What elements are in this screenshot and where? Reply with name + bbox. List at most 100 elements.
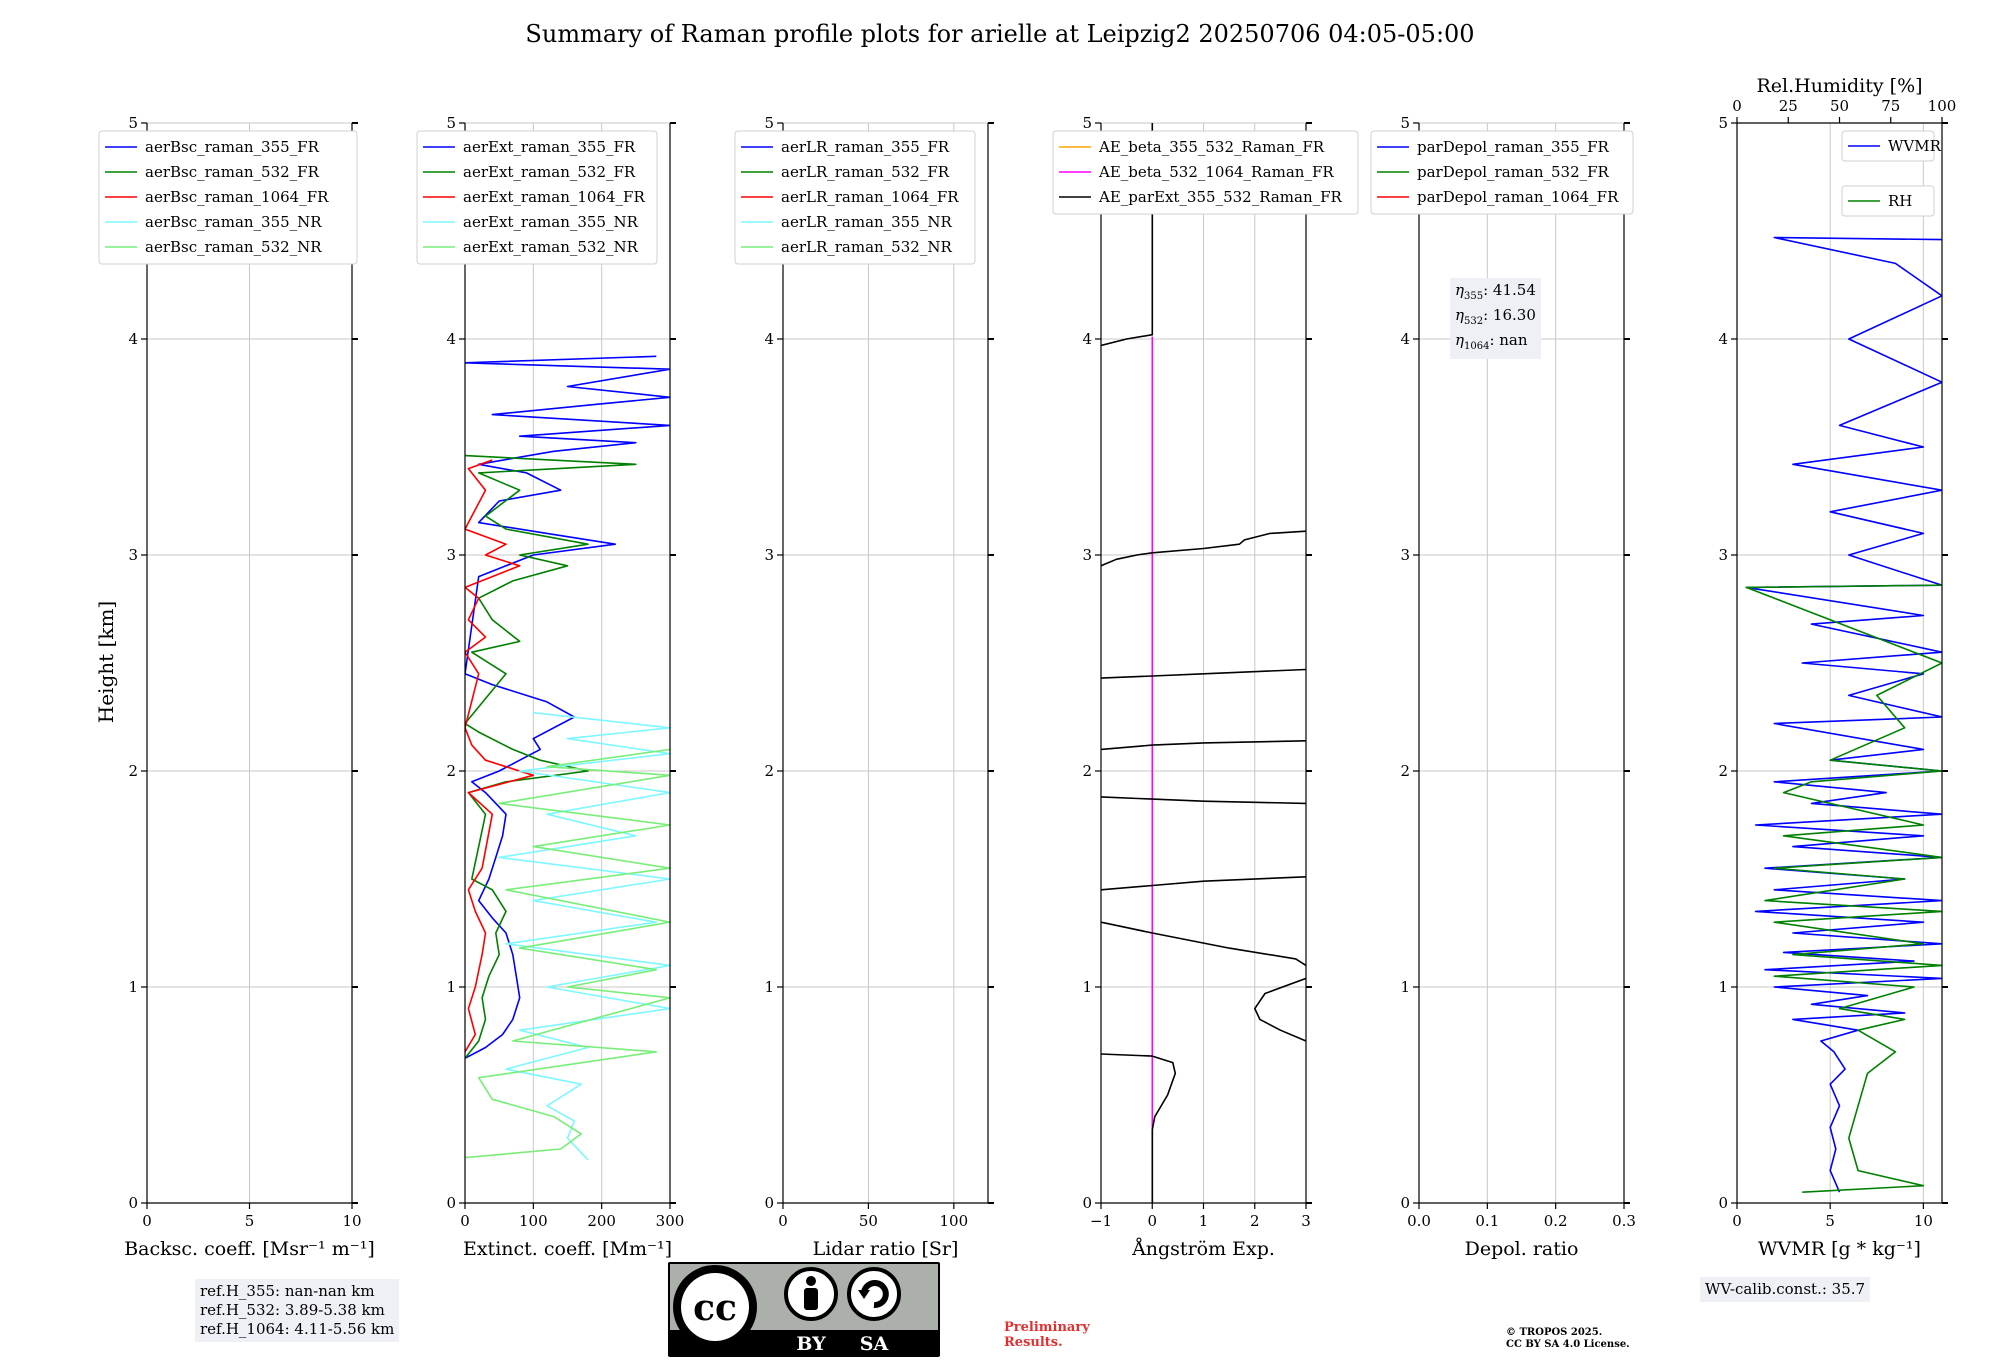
y-tick-label: 4 [128,330,138,348]
y-tick-label: 2 [1718,762,1728,780]
series-line [1101,123,1154,347]
y-tick-label: 2 [446,762,456,780]
y-tick-label: 4 [1718,330,1728,348]
panel-2: 0 1 2 3 4 5 0 100 200 300 Extinct. coeff. [Mm⁻¹] ae… [416,114,684,1260]
legend-entry: aerBsc_raman_1064_FR [145,188,329,206]
x-tick-label: 10 [342,1212,361,1230]
series-line [1101,796,1306,805]
legend-box [1841,130,1935,162]
legend-entry: AE_beta_532_1064_Raman_FR [1098,163,1334,181]
eta-line: η532: 16.30 [1455,306,1536,327]
refh-note: ref.H_355: nan-nan km ref.H_532: 3.89-5.… [195,1279,400,1342]
top-tick-label: 100 [1928,97,1957,115]
y-tick-label: 1 [1082,978,1092,996]
series-line [1101,530,1306,567]
x-tick-label: 1 [1199,1212,1209,1230]
cc-by-sa-icon: cc BY SA [668,1262,940,1357]
legend-entry: aerExt_raman_532_FR [463,163,636,181]
eta-line: η355: 41.54 [1455,281,1536,302]
y-tick-label: 2 [764,762,774,780]
y-tick-label: 0 [1718,1194,1728,1212]
y-tick-label: 2 [128,762,138,780]
series-line [1254,977,1306,1042]
panel-5: 0 1 2 3 4 5 0.0 0.1 0.2 0.3 Depol. ratio parDepol_r… [1370,114,1636,1260]
x-axis-label: Extinct. coeff. [Mm⁻¹] [463,1238,672,1260]
x-tick-label: 10 [1914,1212,1933,1230]
y-tick-label: 4 [446,330,456,348]
legend-entry: aerLR_raman_355_FR [781,138,950,156]
y-tick-label: 4 [764,330,774,348]
y-tick-label: 2 [1400,762,1410,780]
legend-entry: aerExt_raman_532_NR [463,238,639,256]
x-tick-label: 100 [519,1212,548,1230]
legend-entry: parDepol_raman_532_FR [1417,163,1610,181]
refh-line: ref.H_532: 3.89-5.38 km [200,1301,385,1319]
series-line [1101,921,1306,967]
legend-entry: RH [1888,192,1912,210]
refh-line: ref.H_355: nan-nan km [200,1282,375,1300]
x-tick-label: −1 [1090,1212,1112,1230]
series-line [465,459,535,1053]
cc-text: cc [693,1287,737,1329]
series-group [1745,236,1942,1193]
series-line [465,454,637,1059]
y-tick-label: 3 [128,546,138,564]
x-tick-label: 0 [778,1212,788,1230]
by-text: BY [796,1333,826,1355]
series-line [1745,584,1942,1193]
y-tick-label: 3 [1400,546,1410,564]
preliminary-note: Preliminary Results. [1004,1320,1090,1350]
x-tick-label: 0 [1732,1212,1742,1230]
y-tick-label: 0 [446,1194,456,1212]
x-tick-label: 100 [940,1212,969,1230]
legend-entry: aerExt_raman_355_FR [463,138,636,156]
legend-entry: aerExt_raman_1064_FR [463,188,645,206]
eta-line: η1064: nan [1455,331,1528,352]
x-tick-label: 3 [1301,1212,1311,1230]
y-tick-label: 3 [446,546,456,564]
legend-entry: parDepol_raman_355_FR [1417,138,1610,156]
top-axis-label: Rel.Humidity [%] [1756,75,1922,97]
page-title: Summary of Raman profile plots for ariel… [525,20,1475,48]
y-tick-label: 4 [1400,330,1410,348]
copyright-note: © TROPOS 2025. CC BY SA 4.0 License. [1506,1327,1630,1350]
legend-box [734,130,976,265]
x-axis-label: Depol. ratio [1465,1238,1579,1260]
y-tick-label: 1 [128,978,138,996]
series-line [465,748,670,1159]
eta-note: η355: 41.54 η532: 16.30 η1064: nan [1450,278,1541,359]
y-tick-label: 5 [1082,114,1092,132]
y-tick-label: 1 [446,978,456,996]
y-tick-label: 5 [446,114,456,132]
series-line [1101,668,1306,679]
sa-text: SA [860,1333,889,1355]
x-tick-label: 0 [1147,1212,1157,1230]
series-group [465,355,670,1161]
y-tick-label: 0 [764,1194,774,1212]
series-line [1101,876,1306,891]
x-axis-label: Lidar ratio [Sr] [813,1238,959,1260]
legend-box [416,130,658,265]
legend-entry: aerBsc_raman_355_NR [145,213,322,231]
x-tick-label: 2 [1250,1212,1260,1230]
cc-license-badge: cc BY SA [668,1262,940,1357]
legend-entry: aerBsc_raman_355_FR [145,138,320,156]
refh-line: ref.H_1064: 4.11-5.56 km [200,1320,395,1338]
legend-entry: aerLR_raman_1064_FR [781,188,959,206]
y-tick-label: 1 [1718,978,1728,996]
y-tick-label: 3 [764,546,774,564]
x-tick-label: 0 [142,1212,152,1230]
x-tick-label: 0.1 [1475,1212,1499,1230]
y-tick-label: 0 [1082,1194,1092,1212]
y-axis-label: Height [km] [94,601,118,723]
series-line [465,355,670,1060]
legend-entry: aerLR_raman_532_FR [781,163,950,181]
legend-entry: aerLR_raman_355_NR [781,213,952,231]
y-tick-label: 3 [1082,546,1092,564]
y-tick-label: 3 [1718,546,1728,564]
y-tick-label: 1 [1400,978,1410,996]
x-tick-label: 0 [460,1212,470,1230]
legend-entry: parDepol_raman_1064_FR [1417,188,1619,206]
top-tick-label: 25 [1779,97,1798,115]
